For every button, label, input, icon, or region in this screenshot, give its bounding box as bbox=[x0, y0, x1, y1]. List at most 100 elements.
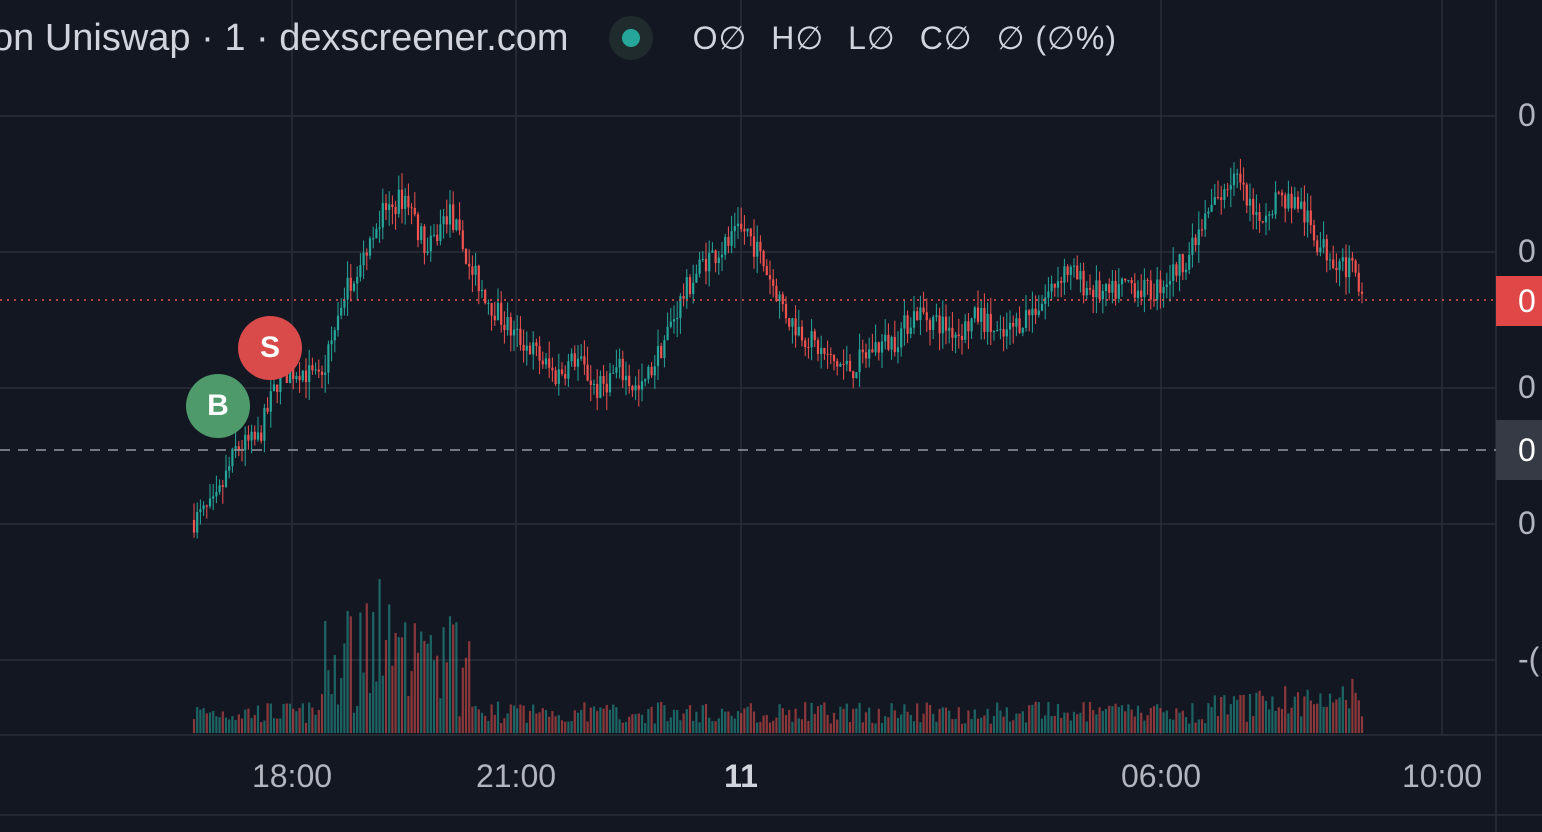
candle-body bbox=[301, 370, 304, 381]
volume-bar bbox=[887, 717, 890, 733]
volume-bar bbox=[884, 716, 887, 733]
volume-bar bbox=[282, 703, 285, 733]
candle-body bbox=[826, 353, 829, 355]
volume-bar bbox=[746, 706, 749, 733]
candle-body bbox=[954, 334, 957, 338]
candle-body bbox=[436, 234, 439, 242]
candle-body bbox=[1216, 197, 1220, 199]
buy-marker[interactable]: B bbox=[186, 374, 250, 438]
volume-bar bbox=[506, 713, 509, 733]
volume-bar bbox=[1290, 707, 1293, 733]
volume-bar bbox=[368, 693, 372, 733]
volume-bar bbox=[1309, 700, 1312, 733]
candle-body bbox=[1284, 195, 1287, 209]
volume-bar bbox=[564, 721, 567, 733]
volume-bar bbox=[679, 720, 682, 733]
volume-bar bbox=[736, 711, 740, 733]
candle-body bbox=[858, 349, 861, 373]
candle-body bbox=[551, 367, 554, 371]
candle-body bbox=[583, 356, 586, 365]
candle-body bbox=[567, 361, 570, 379]
candle-body bbox=[1076, 265, 1079, 280]
candle-body bbox=[820, 347, 823, 354]
volume-bar bbox=[916, 703, 919, 733]
volume-bar bbox=[522, 705, 525, 733]
candle-body bbox=[621, 358, 624, 381]
volume-bar bbox=[580, 709, 583, 733]
volume-bar bbox=[1248, 694, 1252, 733]
candle-body bbox=[1015, 318, 1018, 327]
volume-bar bbox=[1095, 714, 1098, 733]
candle-body bbox=[1133, 283, 1136, 298]
volume-bar bbox=[1284, 686, 1287, 733]
candle-body bbox=[896, 347, 900, 353]
candle-body bbox=[637, 385, 640, 390]
candle-body bbox=[1008, 322, 1012, 330]
candle-body bbox=[676, 317, 679, 320]
volume-bar bbox=[599, 707, 602, 733]
volume-bar bbox=[1210, 707, 1213, 733]
volume-bar bbox=[1066, 712, 1069, 733]
candle-body bbox=[1178, 254, 1181, 276]
candle-body bbox=[612, 372, 615, 374]
volume-bar bbox=[1252, 716, 1255, 733]
volume-bar bbox=[935, 721, 938, 733]
volume-bar bbox=[538, 712, 541, 733]
candle-body bbox=[1031, 308, 1034, 316]
volume-bar bbox=[1268, 709, 1271, 733]
candle-body bbox=[1184, 269, 1188, 273]
candle-body bbox=[973, 307, 976, 319]
candle-body bbox=[1236, 173, 1239, 175]
candle-body bbox=[1188, 254, 1191, 270]
volume-bar bbox=[215, 716, 218, 733]
candle-body bbox=[906, 315, 909, 334]
volume-bar bbox=[1136, 705, 1140, 733]
candle-body bbox=[839, 364, 842, 367]
candle-body bbox=[247, 434, 250, 441]
volume-bar bbox=[1181, 710, 1184, 733]
volume-bar bbox=[1354, 692, 1357, 733]
volume-bar bbox=[964, 723, 967, 733]
candle-body bbox=[500, 302, 503, 325]
volume-bar bbox=[1242, 694, 1245, 733]
volume-bar bbox=[426, 643, 429, 733]
volume-bar bbox=[794, 708, 797, 733]
volume-bar bbox=[749, 703, 752, 733]
candle-body bbox=[951, 327, 954, 338]
candle-body bbox=[228, 466, 231, 471]
volume-bar bbox=[1008, 721, 1012, 733]
volume-bar bbox=[1287, 713, 1290, 733]
volume-bar bbox=[285, 703, 288, 733]
volume-bar bbox=[304, 722, 308, 733]
volume-bar bbox=[784, 715, 788, 733]
volume-bar bbox=[829, 723, 832, 733]
candle-body bbox=[1028, 310, 1031, 316]
candle-body bbox=[1040, 303, 1044, 311]
candle-body bbox=[1034, 308, 1037, 315]
candle-body bbox=[288, 368, 292, 383]
volume-bar bbox=[1319, 693, 1322, 733]
candle-body bbox=[1050, 283, 1053, 292]
volume-bar bbox=[1322, 706, 1325, 733]
volume-bar bbox=[816, 706, 820, 733]
sell-marker[interactable]: S bbox=[238, 316, 302, 380]
candle-body bbox=[496, 302, 500, 321]
volume-bar bbox=[826, 714, 829, 733]
candle-body bbox=[455, 219, 458, 231]
volume-bar bbox=[420, 631, 423, 733]
candle-body bbox=[640, 381, 644, 390]
candle-body bbox=[602, 376, 605, 384]
candle-body bbox=[1296, 196, 1300, 209]
volume-bar bbox=[976, 718, 980, 733]
volume-bar bbox=[1175, 708, 1178, 733]
volume-bar bbox=[919, 722, 922, 733]
candle-body bbox=[698, 259, 701, 274]
candle-body bbox=[541, 360, 544, 365]
volume-bar bbox=[404, 622, 407, 733]
candle-body bbox=[573, 353, 576, 367]
time-axis-label: 18:00 bbox=[251, 758, 333, 794]
volume-bar bbox=[810, 702, 813, 733]
volume-bar bbox=[199, 709, 202, 733]
candle-body bbox=[941, 316, 944, 334]
